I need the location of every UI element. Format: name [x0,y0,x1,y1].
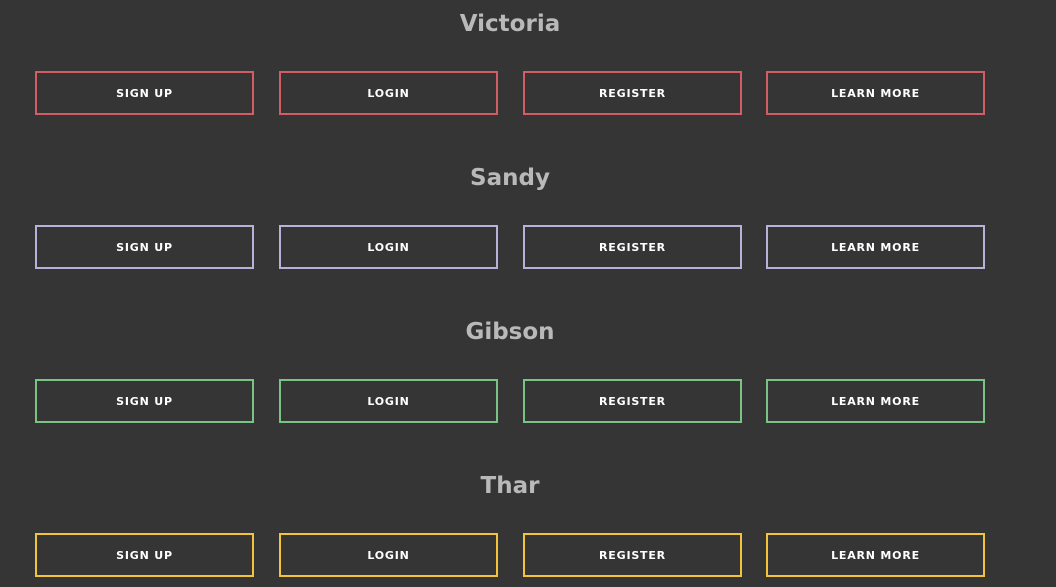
sign-up-button[interactable]: SIGN UP [35,71,254,115]
register-button[interactable]: REGISTER [523,533,742,577]
sign-up-button[interactable]: SIGN UP [35,533,254,577]
learn-more-button[interactable]: LEARN MORE [766,71,985,115]
sign-up-button[interactable]: SIGN UP [35,379,254,423]
learn-more-button[interactable]: LEARN MORE [766,379,985,423]
register-button[interactable]: REGISTER [523,379,742,423]
learn-more-button[interactable]: LEARN MORE [766,225,985,269]
login-button[interactable]: LOGIN [279,225,498,269]
section-title: Thar [480,473,540,499]
learn-more-button[interactable]: LEARN MORE [766,533,985,577]
sign-up-button[interactable]: SIGN UP [35,225,254,269]
register-button[interactable]: REGISTER [523,225,742,269]
login-button[interactable]: LOGIN [279,379,498,423]
section-title: Victoria [459,11,561,37]
login-button[interactable]: LOGIN [279,533,498,577]
login-button[interactable]: LOGIN [279,71,498,115]
section-title: Gibson [465,319,555,345]
section-title: Sandy [470,165,550,191]
register-button[interactable]: REGISTER [523,71,742,115]
